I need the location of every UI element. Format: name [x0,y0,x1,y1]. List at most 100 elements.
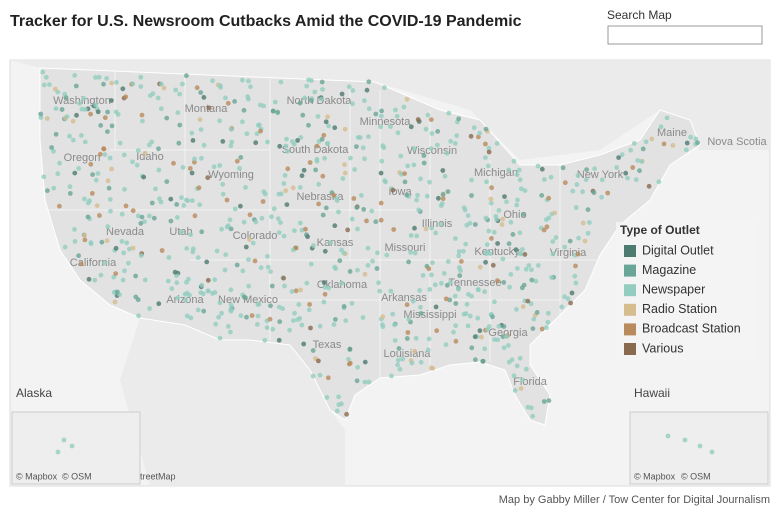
outlet-dot [514,363,520,369]
outlet-dot [240,268,246,274]
outlet-dot [580,189,585,195]
outlet-dot [350,88,356,93]
outlet-dot [342,170,348,176]
title: Tracker for U.S. Newsroom Cutbacks Amid … [10,13,522,30]
outlet-dot [347,347,353,352]
outlet-dot [53,131,59,137]
outlet-dot [381,145,387,151]
outlet-dot [346,356,351,362]
outlet-dot [420,273,426,278]
outlet-dot [228,226,234,232]
outlet-dot [271,206,277,212]
state-label: Nova Scotia [707,136,767,148]
outlet-dot [306,307,312,313]
outlet-dot [67,184,73,190]
outlet-dot [259,215,265,221]
outlet-dot [405,163,411,169]
state-label: Wisconsin [407,145,457,157]
outlet-dot [614,165,620,170]
outlet-dot [346,361,352,367]
outlet-dot [324,395,330,400]
outlet-dot [49,145,54,150]
outlet-dot [189,130,195,136]
outlet-dot [120,86,126,92]
outlet-dot [415,117,421,122]
outlet-dot [105,178,111,184]
outlet-dot [326,285,332,291]
outlet-dot [336,209,341,215]
outlet-dot [151,215,157,221]
outlet-dot [147,93,153,98]
outlet-dot [348,155,353,161]
outlet-dot [456,286,461,292]
outlet-dot [228,308,234,314]
outlet-dot [293,245,299,251]
outlet-dot [121,250,127,256]
outlet-dot [480,358,486,364]
outlet-dot [93,75,98,80]
outlet-dot [479,334,484,340]
outlet-dot [605,190,611,196]
state-label: Washington [53,95,111,107]
outlet-dot [311,243,316,248]
outlet-dot [205,175,211,181]
outlet-dot [354,378,360,384]
outlet-dot [520,247,525,252]
outlet-dot [43,74,49,80]
outlet-dot [514,202,520,208]
outlet-dot [637,168,642,174]
outlet-dot [247,212,253,218]
outlet-dot [283,143,289,149]
outlet-dot [182,291,188,297]
outlet-dot [177,91,183,97]
outlet-dot [452,141,458,146]
outlet-dot [255,322,260,327]
search-input[interactable] [607,25,763,45]
outlet-dot [404,192,410,198]
outlet-dot [210,291,215,296]
outlet-dot [172,269,178,275]
outlet-dot [695,140,700,146]
outlet-dot [490,262,496,268]
outlet-dot [265,253,270,259]
outlet-dot [529,267,534,273]
outlet-dot [130,159,135,165]
outlet-dot [309,98,314,104]
outlet-dot [285,149,290,154]
outlet-dot [125,260,131,266]
outlet-dot [252,258,258,264]
outlet-dot [262,337,268,343]
legend-label: Magazine [642,263,696,277]
outlet-dot [486,149,492,155]
outlet-dot [442,173,448,179]
outlet-dot [109,98,114,103]
outlet-dot [253,219,259,225]
outlet-dot [334,195,339,201]
outlet-dot [484,242,490,248]
outlet-dot [282,173,288,178]
outlet-dot [312,89,318,95]
outlet-dot [105,129,110,135]
outlet-dot [319,136,325,142]
outlet-dot [158,106,164,112]
outlet-dot [483,251,489,257]
outlet-dot [82,196,87,202]
outlet-dot [102,115,108,121]
outlet-dot [168,218,174,224]
outlet-dot [51,185,57,191]
outlet-dot [528,301,534,307]
outlet-dot [224,197,230,203]
outlet-dot [360,145,366,151]
outlet-dot [525,404,531,410]
outlet-dot [123,94,129,100]
outlet-dot [195,307,201,313]
state-label: New York [577,169,624,181]
outlet-dot [141,174,147,180]
outlet-dot [267,316,273,322]
outlet-dot [76,166,82,171]
outlet-dot [664,115,670,121]
outlet-dot [276,230,282,236]
outlet-dot [135,148,141,153]
outlet-dot [199,229,205,235]
outlet-dot [90,172,95,178]
